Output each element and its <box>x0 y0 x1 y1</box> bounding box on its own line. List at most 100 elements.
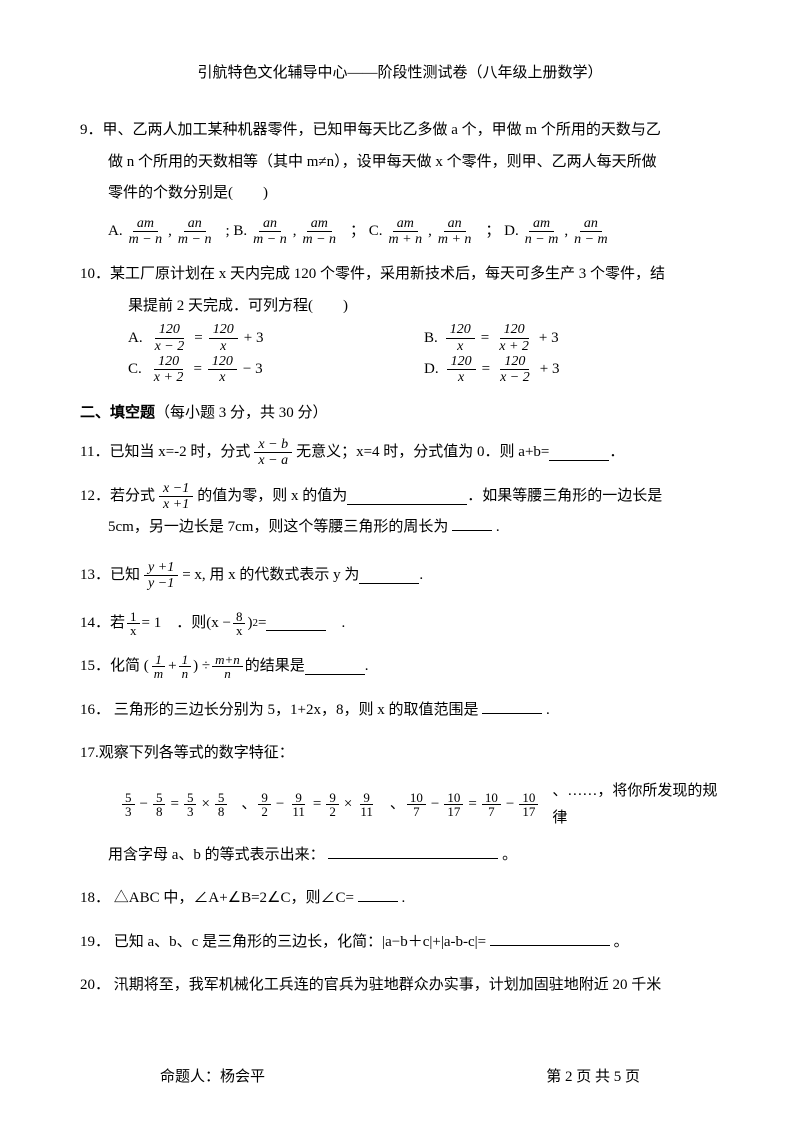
blank <box>490 930 610 946</box>
s2-sub: （每小题 3 分，共 30 分） <box>155 405 328 421</box>
q9-options: A. amm − n, anm − n ; B. anm − n, amm − … <box>80 216 720 248</box>
q19-num: 19． <box>80 934 110 950</box>
f: 5 <box>215 791 228 805</box>
f: 10 <box>482 791 501 805</box>
q15-end: . <box>365 651 369 683</box>
f: x <box>454 370 468 385</box>
question-11: 11． 已知当 x=-2 时，分式 x − bx − a 无意义；x=4 时，分… <box>80 437 720 469</box>
f: 2 <box>258 805 271 818</box>
q13-end: . <box>419 560 423 592</box>
f: x − 2 <box>496 370 534 385</box>
q15-post: 的结果是 <box>245 651 305 683</box>
q9-C: ； C. <box>350 218 383 245</box>
e: = <box>170 791 178 818</box>
q10-l1: 某工厂原计划在 x 天内完成 120 个零件，采用新技术后，每天可多生产 3 个… <box>110 266 665 282</box>
q19-end: 。 <box>614 934 629 950</box>
q11-num: 11． <box>80 437 109 469</box>
f: 11 <box>289 805 308 818</box>
question-18: 18． △ABC 中，∠A+∠B=2∠C，则∠C= . <box>80 883 720 915</box>
page-header: 引航特色文化辅导中心——阶段性测试卷（八年级上册数学） <box>80 60 720 87</box>
x: × <box>201 791 209 818</box>
f: x +1 <box>159 497 193 512</box>
f: an <box>259 216 281 232</box>
f: an <box>444 216 466 232</box>
dots: 、……，将你所发现的规律 <box>552 778 720 832</box>
f: x <box>233 624 246 637</box>
f: 9 <box>326 791 339 805</box>
q15-num: 15． <box>80 651 110 683</box>
f: 2 <box>326 805 339 818</box>
q17-num: 17. <box>80 745 99 761</box>
f: am <box>133 216 158 232</box>
f: x <box>216 339 230 354</box>
f: m − n <box>125 232 167 247</box>
q13-pre: 已知 <box>110 560 140 592</box>
q12-pre: 若分式 <box>110 481 155 513</box>
blank <box>305 659 365 675</box>
q16-num: 16． <box>80 702 110 718</box>
f: 120 <box>500 354 529 370</box>
q13-mid: = x, 用 x 的代数式表示 y 为 <box>182 560 359 592</box>
plus: + <box>168 651 176 683</box>
f: 10 <box>519 791 538 805</box>
f: 5 <box>122 791 135 805</box>
m: − <box>431 791 439 818</box>
sep: 、 <box>390 791 405 818</box>
q14-pre: 若 <box>110 608 125 640</box>
q17-text: 观察下列各等式的数字特征： <box>99 745 294 761</box>
f: x −1 <box>159 481 193 497</box>
section-2-title: 二、填空题（每小题 3 分，共 30 分） <box>80 400 720 427</box>
f: an <box>580 216 602 232</box>
f: 120 <box>208 354 237 370</box>
sep: 、 <box>241 791 256 818</box>
q18-num: 18． <box>80 890 110 906</box>
f: am <box>529 216 554 232</box>
q13-num: 13． <box>80 560 110 592</box>
question-10: 10．某工厂原计划在 x 天内完成 120 个零件，采用新技术后，每天可多生产 … <box>80 259 720 386</box>
q12-mid2: ．如果等腰三角形的一边长是 <box>467 481 662 513</box>
q15-mid: ) ÷ <box>193 651 210 683</box>
f: 1 <box>152 653 165 667</box>
f: 120 <box>500 322 529 338</box>
question-20: 20． 汛期将至，我军机械化工兵连的官兵为驻地群众办实事，计划加固驻地附近 20… <box>80 970 720 1002</box>
f: 5 <box>184 791 197 805</box>
blank <box>266 615 326 631</box>
c: , <box>564 218 568 245</box>
q9-A: A. <box>108 218 123 245</box>
q20-text: 汛期将至，我军机械化工兵连的官兵为驻地群众办实事，计划加固驻地附近 20 千米 <box>114 977 662 993</box>
f: y −1 <box>144 576 178 591</box>
blank <box>358 886 398 902</box>
q18-text: △ABC 中，∠A+∠B=2∠C，则∠C= <box>114 890 354 906</box>
footer-author: 命题人：杨会平 <box>80 1064 265 1091</box>
s2-t: 二、填空题 <box>80 405 155 421</box>
f: 17 <box>519 805 538 818</box>
question-13: 13． 已知 y +1y −1 = x, 用 x 的代数式表示 y 为 . <box>80 560 720 592</box>
f: an <box>184 216 206 232</box>
m: − <box>506 791 514 818</box>
f: 8 <box>233 610 246 624</box>
f: m − n <box>174 232 216 247</box>
q10-row2: C. 120x + 2 = 120x − 3 D. 120x = 120x − … <box>80 354 720 386</box>
f: m+n <box>212 653 243 667</box>
q9-l3: 零件的个数分别是( ) <box>80 178 720 210</box>
question-17: 17.观察下列各等式的数字特征： 53 − 58 = 53 × 58 、 92 … <box>80 738 720 871</box>
f: x − b <box>254 437 292 453</box>
lp: (x − <box>206 608 231 640</box>
q11-end: ． <box>609 437 624 469</box>
q12-num: 12． <box>80 481 110 513</box>
q17-l3: 用含字母 a、b 的等式表示出来： <box>108 847 325 863</box>
f: 11 <box>357 805 376 818</box>
eq: = <box>481 325 489 352</box>
f: 120 <box>447 354 476 370</box>
f: 8 <box>153 805 166 818</box>
q17-end: 。 <box>502 847 517 863</box>
f: 3 <box>122 805 135 818</box>
f: 17 <box>444 805 463 818</box>
question-19: 19． 已知 a、b、c 是三角形的三边长，化简：|a−b＋c|+|a-b-c|… <box>80 927 720 959</box>
f: 5 <box>153 791 166 805</box>
f: 9 <box>292 791 305 805</box>
r: − 3 <box>243 356 263 383</box>
blank <box>347 489 467 505</box>
q16-text: 三角形的三边长分别为 5，1+2x，8，则 x 的取值范围是 <box>114 702 479 718</box>
blank <box>359 568 419 584</box>
